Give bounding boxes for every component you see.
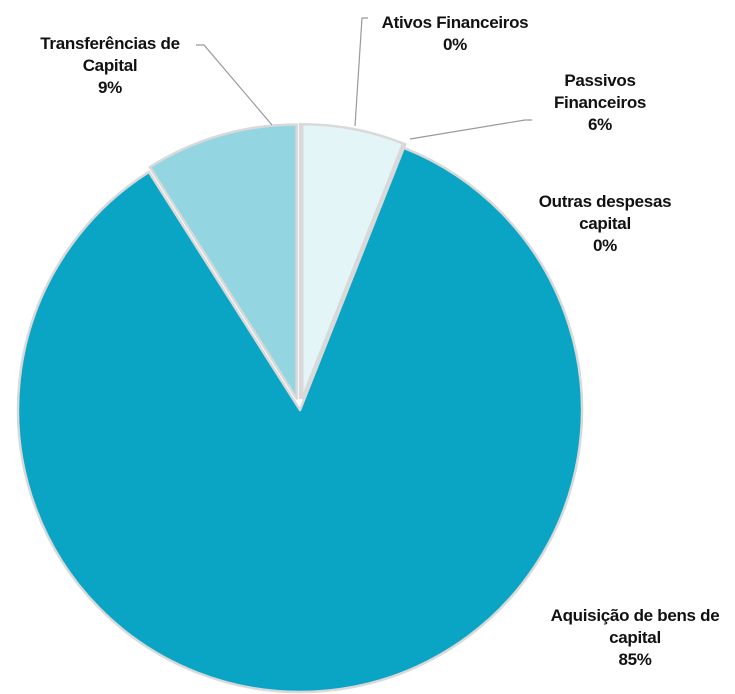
pie-slice [16,146,584,694]
value-label: 85% [618,650,652,669]
value-label: 9% [98,78,122,97]
slice-label: Ativos Financeiros 0% [355,12,555,56]
slice-label: Aquisição de bens de capital 85% [535,605,735,671]
leader-lines [196,17,532,140]
category-label: Aquisição de bens de capital [550,606,720,647]
pie-slice [300,122,405,400]
slice-label: Transferências de Capital 9% [10,33,210,99]
value-label: 0% [443,35,467,54]
value-label: 6% [588,115,612,134]
category-label: Transferências de Capital [40,34,180,75]
value-label: 0% [593,236,617,255]
category-label: Outras despesas capital [538,192,672,233]
leader-line [354,17,368,127]
slice-label: Passivos Financeiros 6% [535,70,665,136]
pie-slice [148,123,298,400]
leader-line [196,44,273,126]
slice-label: Outras despesas capital 0% [515,191,695,257]
category-label: Ativos Financeiros [381,13,529,32]
leader-line [409,119,532,140]
category-label: Passivos Financeiros [553,71,647,112]
